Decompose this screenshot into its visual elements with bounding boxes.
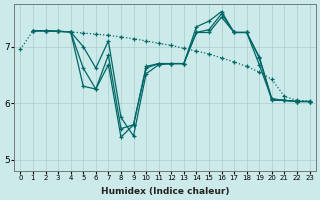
X-axis label: Humidex (Indice chaleur): Humidex (Indice chaleur) bbox=[101, 187, 229, 196]
